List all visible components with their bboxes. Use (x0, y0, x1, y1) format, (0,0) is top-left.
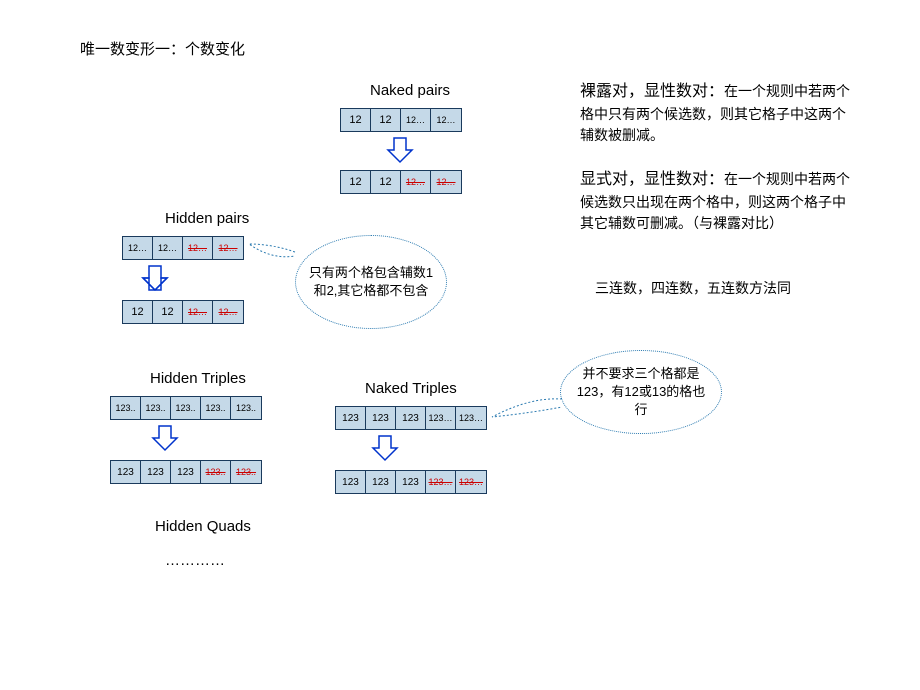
cell: 12… (401, 109, 431, 131)
cell: 123.. (231, 461, 261, 483)
def-bold: 裸露对，显性数对： (580, 83, 724, 100)
note-text: 三连数，四连数，五连数方法同 (595, 278, 791, 298)
cell: 123 (141, 461, 171, 483)
cell: 12… (213, 301, 243, 323)
arrow-down-icon (140, 264, 170, 292)
cell: 123… (426, 407, 456, 429)
cell: 12 (341, 171, 371, 193)
cell: 12 (341, 109, 371, 131)
cell: 123… (456, 471, 486, 493)
naked-pairs-row2: 12 12 12… 12… (340, 170, 462, 194)
cell: 123.. (171, 397, 201, 419)
cell: 123.. (111, 397, 141, 419)
def-bold: 显式对，显性数对： (580, 171, 724, 188)
hidden-quads-title: Hidden Quads (155, 518, 251, 535)
definition-hidden-pair: 显式对，显性数对：在一个规则中若两个候选数只出现在两个格中，则这两个格子中其它辅… (580, 168, 850, 234)
cell: 12 (371, 171, 401, 193)
cell: 123 (396, 407, 426, 429)
cell: 123 (171, 461, 201, 483)
cell: 12… (123, 237, 153, 259)
arrow-down-icon (150, 424, 180, 452)
cell: 123 (366, 407, 396, 429)
cell: 12 (123, 301, 153, 323)
cell: 123 (366, 471, 396, 493)
bubble-tail-icon (247, 242, 297, 262)
hidden-triples-row2: 123 123 123 123.. 123.. (110, 460, 262, 484)
naked-triples-row2: 123 123 123 123… 123… (335, 470, 487, 494)
definition-naked-pair: 裸露对，显性数对：在一个规则中若两个格中只有两个候选数，则其它格子中这两个辅数被… (580, 80, 850, 146)
cell: 123 (111, 461, 141, 483)
bubble-text: 只有两个格包含辅数1和2,其它格都不包含 (306, 264, 436, 300)
cell: 123… (456, 407, 486, 429)
naked-pairs-title: Naked pairs (370, 82, 450, 99)
cell: 123 (396, 471, 426, 493)
cell: 12… (213, 237, 243, 259)
hidden-pairs-row1: 12… 12… 12… 12… (122, 236, 244, 260)
hidden-triples-row1: 123.. 123.. 123.. 123.. 123.. (110, 396, 262, 420)
arrow-down-icon (385, 136, 415, 164)
bubble-tail-icon (490, 395, 565, 420)
cell: 12… (153, 237, 183, 259)
arrow-down-icon (370, 434, 400, 462)
cell: 12… (183, 237, 213, 259)
cell: 12… (431, 171, 461, 193)
naked-triples-row1: 123 123 123 123… 123… (335, 406, 487, 430)
naked-pairs-row1: 12 12 12… 12… (340, 108, 462, 132)
cell: 123.. (201, 397, 231, 419)
cell: 123 (336, 407, 366, 429)
hidden-pairs-row2: 12 12 12… 12… (122, 300, 244, 324)
cell: 12… (183, 301, 213, 323)
cell: 123.. (141, 397, 171, 419)
ellipsis: ………… (165, 552, 225, 569)
page-title: 唯一数变形一：个数变化 (80, 38, 245, 59)
hidden-triples-title: Hidden Triples (150, 370, 246, 387)
cell: 12… (431, 109, 461, 131)
bubble-text: 并不要求三个格都是123，有12或13的格也行 (571, 365, 711, 420)
hidden-pairs-title: Hidden pairs (165, 210, 249, 227)
cell: 123.. (201, 461, 231, 483)
cell: 123 (336, 471, 366, 493)
cell: 12 (153, 301, 183, 323)
naked-triples-title: Naked Triples (365, 380, 457, 397)
cell: 12… (401, 171, 431, 193)
cell: 12 (371, 109, 401, 131)
cell: 123… (426, 471, 456, 493)
speech-bubble: 并不要求三个格都是123，有12或13的格也行 (560, 350, 722, 434)
speech-bubble: 只有两个格包含辅数1和2,其它格都不包含 (295, 235, 447, 329)
cell: 123.. (231, 397, 261, 419)
